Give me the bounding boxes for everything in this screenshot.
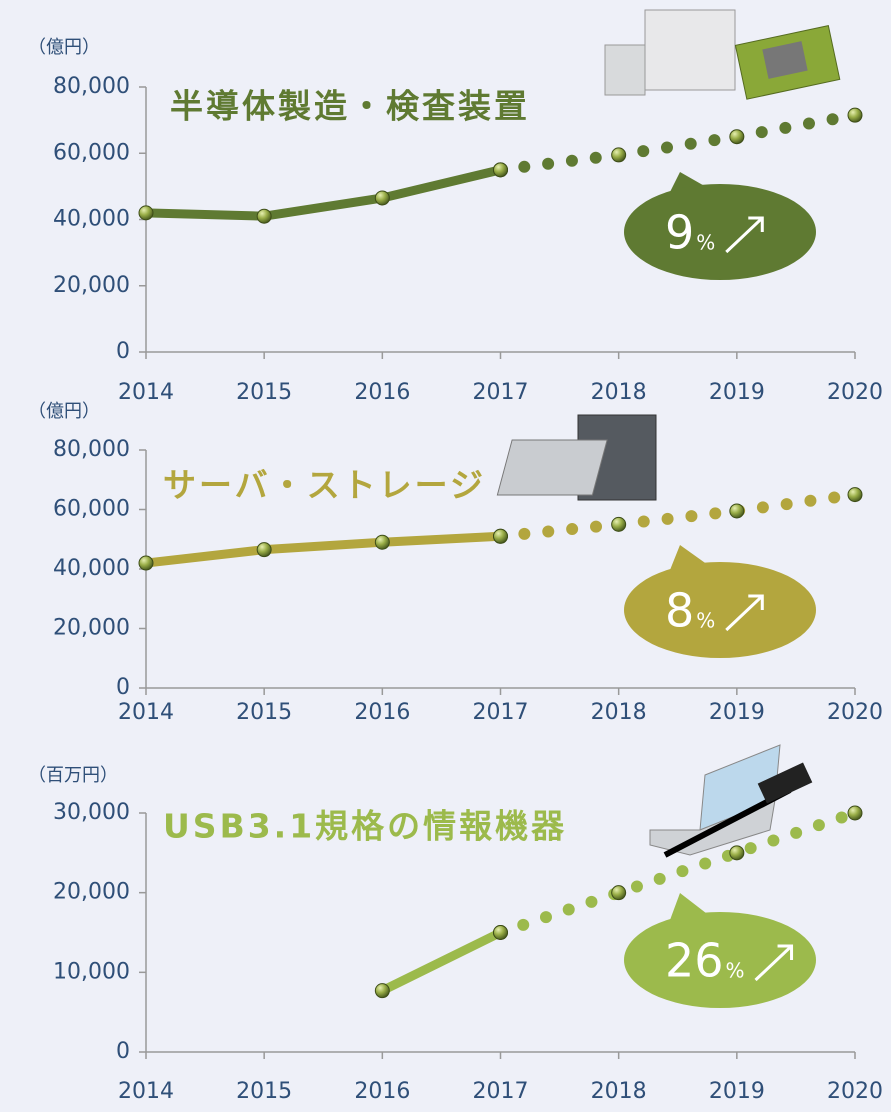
x-tick-label: 2014 xyxy=(118,700,174,725)
y-tick-label: 10,000 xyxy=(53,959,130,984)
callout-unit: % xyxy=(696,231,715,255)
x-tick-label: 2017 xyxy=(473,1079,529,1104)
data-point xyxy=(611,516,627,532)
y-tick-label: 80,000 xyxy=(53,74,130,99)
x-tick-label: 2020 xyxy=(827,700,883,725)
callout-unit: % xyxy=(696,609,715,633)
y-tick-label: 0 xyxy=(116,339,130,364)
equipment-icon xyxy=(604,9,841,100)
data-point xyxy=(729,845,745,861)
x-tick-label: 2020 xyxy=(827,1079,883,1104)
actual-line xyxy=(377,928,505,996)
chart-title: 半導体製造・検査装置 xyxy=(170,87,530,126)
x-tick-label: 2018 xyxy=(591,1079,647,1104)
actual-line xyxy=(141,165,505,221)
data-point xyxy=(256,208,272,224)
data-point xyxy=(493,925,508,940)
y-tick-label: 40,000 xyxy=(53,207,130,232)
callout-number: 8 xyxy=(665,584,694,638)
x-tick-label: 2016 xyxy=(354,1079,410,1104)
x-tick-label: 2017 xyxy=(473,700,529,725)
y-tick-label: 20,000 xyxy=(53,273,130,298)
x-tick-label: 2016 xyxy=(354,380,410,405)
x-tick-label: 2018 xyxy=(591,380,647,405)
x-tick-label: 2019 xyxy=(709,1079,765,1104)
x-tick-label: 2019 xyxy=(709,700,765,725)
y-tick-label: 60,000 xyxy=(53,140,130,165)
x-tick-label: 2019 xyxy=(709,380,765,405)
callout-bubble xyxy=(624,562,816,658)
laptop-icon xyxy=(649,744,813,858)
data-point xyxy=(611,885,627,901)
callout-arrow xyxy=(754,944,793,982)
data-point xyxy=(138,205,154,221)
callout-number: 26 xyxy=(665,934,724,988)
x-tick-label: 2015 xyxy=(236,1079,292,1104)
y-unit-label: （億円） xyxy=(28,37,100,58)
chart-title: USB3.1規格の情報機器 xyxy=(163,807,567,846)
callout-arrowhead xyxy=(748,594,764,610)
y-unit-label: （百万円） xyxy=(28,765,118,786)
x-tick-label: 2015 xyxy=(236,380,292,405)
data-point xyxy=(847,487,863,503)
data-point xyxy=(138,555,154,571)
data-point xyxy=(729,503,745,519)
callout-bubble xyxy=(624,912,816,1008)
data-point xyxy=(847,805,863,821)
y-tick-label: 40,000 xyxy=(53,556,130,581)
x-tick-label: 2017 xyxy=(473,380,529,405)
actual-line xyxy=(141,531,505,568)
callout-unit: % xyxy=(726,959,745,983)
data-point xyxy=(729,129,745,145)
y-tick-label: 30,000 xyxy=(53,800,130,825)
y-tick-label: 0 xyxy=(116,675,130,700)
forecast-line xyxy=(494,807,861,939)
y-tick-label: 0 xyxy=(116,1039,130,1064)
x-tick-label: 2016 xyxy=(354,700,410,725)
y-tick-label: 20,000 xyxy=(53,880,130,905)
callout-number: 9 xyxy=(665,206,694,260)
x-tick-label: 2018 xyxy=(591,700,647,725)
callout-arrow xyxy=(725,216,764,254)
x-tick-label: 2020 xyxy=(827,380,883,405)
data-point xyxy=(374,983,390,999)
callout-bubble xyxy=(624,184,816,280)
x-tick-label: 2014 xyxy=(118,380,174,405)
x-tick-label: 2015 xyxy=(236,700,292,725)
callout-arrowhead xyxy=(777,944,794,960)
y-tick-label: 80,000 xyxy=(53,437,130,462)
data-point xyxy=(493,528,508,544)
data-point xyxy=(493,162,508,178)
chart-title: サーバ・ストレージ xyxy=(163,466,486,505)
y-tick-label: 60,000 xyxy=(53,497,130,522)
callout-arrowhead xyxy=(748,216,764,232)
data-point xyxy=(847,107,863,123)
y-tick-label: 20,000 xyxy=(53,616,130,641)
data-point xyxy=(611,147,627,163)
data-point xyxy=(256,542,272,558)
y-unit-label: （億円） xyxy=(28,401,100,422)
data-point xyxy=(374,534,390,550)
server-icon xyxy=(496,414,657,501)
x-tick-label: 2014 xyxy=(118,1079,174,1104)
data-point xyxy=(374,190,390,206)
callout-arrow xyxy=(725,594,764,632)
